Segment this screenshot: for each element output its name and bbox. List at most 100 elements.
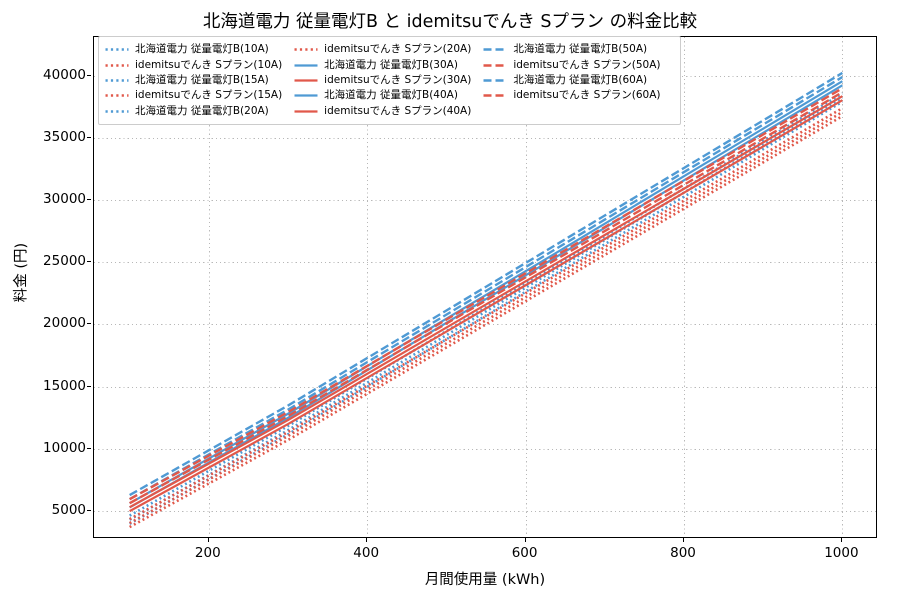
series-line (129, 99, 843, 513)
gridline-vertical (367, 37, 369, 537)
gridline-horizontal (94, 262, 876, 264)
x-tick-mark (366, 538, 368, 542)
legend-line-swatch (483, 75, 507, 86)
legend-item[interactable]: idemitsuでんき Sプラン(15A) (105, 88, 294, 103)
gridline-vertical (525, 37, 527, 537)
y-tick-mark (87, 136, 91, 138)
series-line (129, 71, 843, 497)
x-tick-label: 600 (511, 545, 538, 561)
x-tick-label: 800 (670, 545, 696, 561)
legend-item[interactable]: 北海道電力 従量電灯B(15A) (105, 73, 294, 88)
y-tick-label: 10000 (43, 439, 86, 456)
y-tick-label: 25000 (43, 253, 86, 270)
legend-line-swatch (483, 44, 507, 55)
series-line (129, 114, 844, 529)
legend-label: idemitsuでんき Sプラン(20A) (324, 43, 472, 56)
chart-title: 北海道電力 従量電灯B と idemitsuでんき Sプラン の料金比較 (202, 12, 698, 32)
series-line (129, 107, 844, 521)
x-tick-mark (683, 538, 685, 542)
series-line (129, 87, 843, 501)
x-axis-tick-labels: 200 400 600 800 1000 (93, 545, 877, 565)
gridline-vertical (842, 37, 844, 537)
x-tick-mark (841, 538, 843, 542)
legend-label: 北海道電力 従量電灯B(10A) (135, 43, 269, 56)
legend-item[interactable]: 北海道電力 従量電灯B(50A) (483, 42, 672, 57)
y-tick-mark (87, 74, 91, 76)
legend-column: 北海道電力 従量電灯B(10A) idemitsuでんき Sプラン(10A) 北海道… (105, 42, 294, 119)
series-lines (129, 71, 844, 529)
legend-line-swatch (294, 44, 318, 55)
legend-line-swatch (105, 75, 129, 86)
gridline-horizontal (94, 510, 876, 512)
legend-label: 北海道電力 従量電灯B(60A) (513, 73, 648, 86)
series-line (129, 95, 843, 509)
x-tick-mark (207, 538, 209, 542)
y-tick-label: 5000 (51, 501, 86, 518)
legend-item[interactable]: idemitsuでんき Sプラン(50A) (483, 57, 672, 72)
legend-line-swatch (294, 60, 318, 71)
series-line (129, 96, 844, 521)
y-tick-label: 35000 (43, 128, 86, 145)
y-tick-mark (87, 198, 91, 200)
y-tick-mark (87, 447, 91, 449)
y-tick-label: 30000 (43, 190, 86, 207)
legend-item[interactable]: 北海道電力 従量電灯B(40A) (294, 88, 483, 103)
legend-label: 北海道電力 従量電灯B(40A) (324, 89, 458, 102)
y-axis-tick-labels: 5000 10000 15000 20000 25000 30000 35000 40000 (0, 36, 86, 538)
x-axis-label: 月間使用量 (kWh) (424, 572, 546, 588)
chart-legend[interactable]: 北海道電力 従量電灯B(10A) idemitsuでんき Sプラン(10A) 北海道… (98, 36, 681, 125)
legend-item[interactable]: idemitsuでんき Sプラン(40A) (294, 104, 483, 119)
legend-item[interactable]: 北海道電力 従量電灯B(10A) (105, 42, 294, 57)
legend-item[interactable]: idemitsuでんき Sプラン(30A) (294, 73, 483, 88)
legend-label: 北海道電力 従量電灯B(15A) (135, 73, 269, 86)
gridline-horizontal (94, 137, 876, 139)
x-tick-label: 200 (194, 545, 221, 561)
x-tick-label: 400 (353, 545, 380, 561)
legend-line-swatch (294, 75, 318, 86)
y-tick-label: 20000 (43, 315, 86, 332)
y-tick-mark (87, 509, 91, 511)
legend-label: idemitsuでんき Sプラン(10A) (135, 58, 283, 71)
series-line (129, 100, 844, 525)
legend-item[interactable]: idemitsuでんき Sプラン(10A) (105, 57, 294, 72)
legend-column: idemitsuでんき Sプラン(20A) 北海道電力 従量電灯B(30A) ide… (294, 42, 483, 119)
legend-line-swatch (483, 90, 507, 101)
legend-label: idemitsuでんき Sプラン(40A) (324, 104, 472, 117)
legend-label: 北海道電力 従量電灯B(20A) (135, 104, 269, 117)
y-tick-label: 15000 (43, 377, 86, 394)
y-axis-label: 料金 (円) (13, 242, 30, 303)
gridline-horizontal (94, 448, 876, 450)
legend-line-swatch (294, 90, 318, 101)
gridline-vertical (684, 37, 685, 537)
legend-line-swatch (105, 44, 129, 55)
gridline-horizontal (94, 386, 876, 388)
gridline-horizontal (94, 199, 876, 201)
legend-label: idemitsuでんき Sプラン(30A) (324, 73, 472, 86)
y-tick-mark (87, 385, 91, 387)
legend-label: 北海道電力 従量電灯B(50A) (513, 43, 648, 56)
x-tick-label: 1000 (824, 545, 859, 561)
y-tick-mark (87, 261, 91, 263)
legend-item[interactable]: 北海道電力 従量電灯B(20A) (105, 104, 294, 119)
series-line (129, 76, 843, 501)
y-tick-mark (87, 323, 91, 325)
legend-label: idemitsuでんき Sプラン(15A) (135, 89, 283, 102)
legend-line-swatch (105, 60, 129, 71)
gridline-vertical (208, 37, 210, 537)
legend-line-swatch (105, 90, 129, 101)
legend-item[interactable]: 北海道電力 従量電灯B(30A) (294, 57, 483, 72)
legend-line-swatch (483, 60, 507, 71)
legend-item[interactable]: idemitsuでんき Sプラン(60A) (483, 88, 672, 103)
gridline-horizontal (94, 324, 876, 326)
y-tick-label: 40000 (43, 66, 86, 83)
legend-item[interactable]: 北海道電力 従量電灯B(60A) (483, 73, 672, 88)
legend-column: 北海道電力 従量電灯B(50A) idemitsuでんき Sプラン(50A) 北海道… (483, 42, 672, 119)
legend-item[interactable]: idemitsuでんき Sプラン(20A) (294, 42, 483, 57)
series-line (129, 80, 843, 505)
x-tick-mark (524, 538, 526, 542)
series-line (129, 111, 844, 525)
legend-label: idemitsuでんき Sプラン(50A) (513, 58, 661, 71)
legend-line-swatch (105, 106, 129, 117)
series-line (129, 91, 843, 505)
